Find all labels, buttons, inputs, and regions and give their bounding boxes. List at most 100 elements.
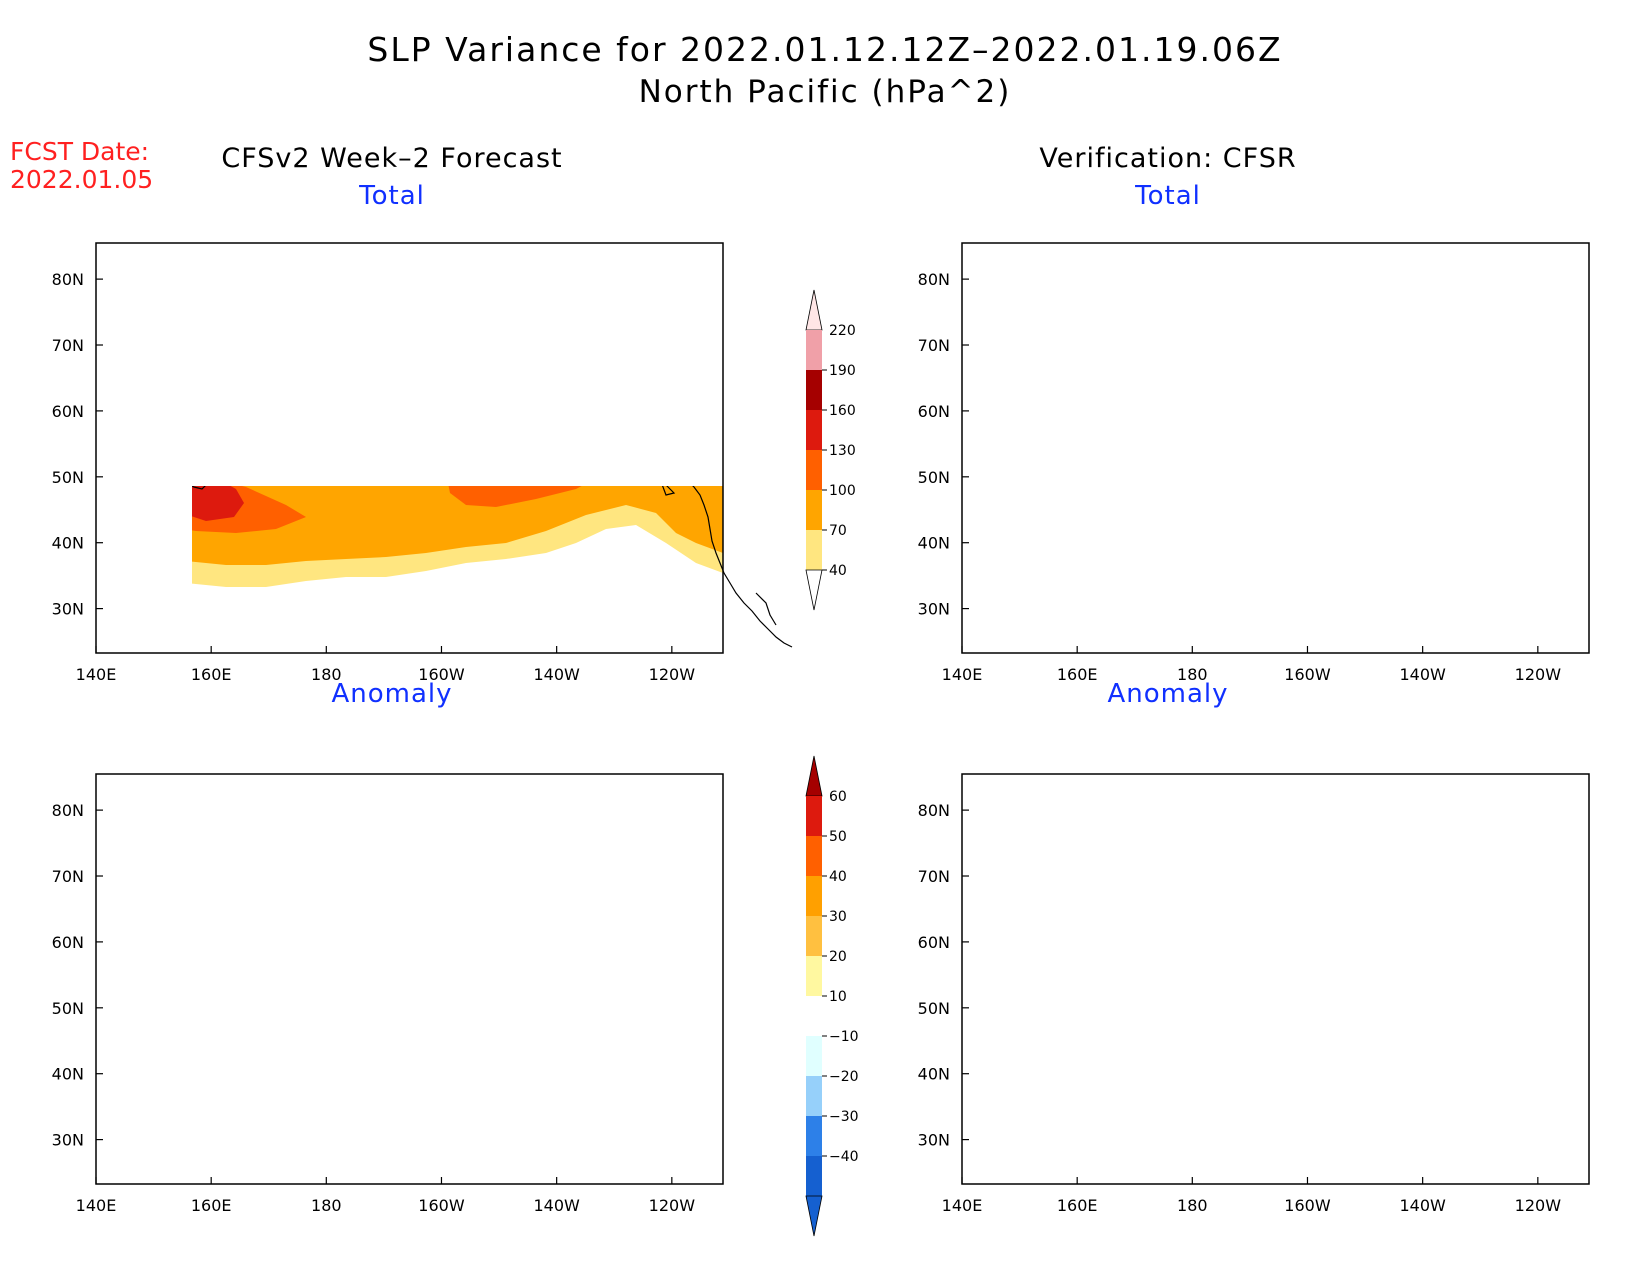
colorbar-top-arrow	[805, 755, 823, 797]
colorbar-label: 20	[829, 949, 847, 965]
lat-tick-label: 50N	[52, 999, 84, 1018]
colorbar-cell	[806, 836, 822, 876]
forecast-date: FCST Date: 2022.01.05	[10, 138, 153, 194]
verification-anomaly-map	[961, 773, 1590, 1185]
verification-column-title: Verification: CFSR	[1039, 143, 1297, 174]
colorbar-label: 190	[829, 363, 856, 379]
colorbar-label: 30	[829, 909, 847, 925]
colorbar-cell	[806, 330, 822, 370]
lon-tick-label: 120W	[649, 665, 696, 684]
lat-tick-label: 60N	[52, 402, 84, 421]
colorbar-cell	[806, 796, 822, 836]
lat-tick-label: 40N	[52, 1065, 84, 1084]
colorbar-cell	[806, 1076, 822, 1116]
forecast-total-title: Total	[359, 181, 425, 211]
lat-tick-label: 80N	[918, 801, 950, 820]
lat-tick-label: 70N	[918, 867, 950, 886]
lon-tick-label: 160E	[1057, 665, 1098, 684]
colorbar-cell	[806, 410, 822, 450]
colorbar-cell	[806, 450, 822, 490]
lat-tick-label: 70N	[52, 336, 84, 355]
lon-tick-label: 120W	[1515, 1196, 1562, 1215]
forecast-total-map	[95, 242, 793, 654]
lat-tick-label: 80N	[918, 270, 950, 289]
lat-tick-label: 60N	[918, 933, 950, 952]
colorbar-label: −20	[829, 1069, 859, 1085]
colorbar-label: −10	[829, 1029, 859, 1045]
colorbar-cell	[806, 370, 822, 410]
lat-tick-label: 30N	[52, 1131, 84, 1150]
lon-tick-label: 140E	[942, 665, 983, 684]
verification-total-title: Total	[1135, 181, 1201, 211]
lat-tick-label: 40N	[918, 1065, 950, 1084]
lat-tick-label: 50N	[918, 999, 950, 1018]
forecast-anomaly-title: Anomaly	[331, 679, 453, 709]
lat-tick-label: 30N	[52, 600, 84, 619]
lat-tick-label: 50N	[918, 468, 950, 487]
lon-tick-label: 120W	[1515, 665, 1562, 684]
colorbar-cell	[806, 996, 822, 1036]
lat-tick-label: 40N	[918, 534, 950, 553]
main-subtitle: North Pacific (hPa^2)	[638, 74, 1012, 110]
forecast-date-label: FCST Date:	[10, 137, 150, 166]
anomaly-colorbar: 50 40 30 20 10 −10 −20 −30 −40	[805, 755, 859, 1237]
colorbar-label: 160	[829, 403, 856, 419]
lon-tick-label: 140E	[76, 1196, 117, 1215]
colorbar-label: 40	[829, 869, 847, 885]
lon-tick-label: 140E	[76, 665, 117, 684]
lon-tick-label: 140W	[533, 1196, 580, 1215]
colorbar-label: 60	[829, 789, 847, 805]
lat-tick-label: 30N	[918, 600, 950, 619]
lat-tick-label: 60N	[52, 933, 84, 952]
colorbar-top-arrow	[805, 289, 823, 331]
lat-tick-label: 50N	[52, 468, 84, 487]
lon-tick-label: 180	[1177, 1196, 1208, 1215]
colorbar-cell	[806, 490, 822, 530]
lat-tick-label: 80N	[52, 801, 84, 820]
colorbar-cell	[806, 916, 822, 956]
forecast-date-value: 2022.01.05	[10, 165, 154, 194]
lon-tick-label: 140W	[533, 665, 580, 684]
forecast-anomaly-map	[95, 773, 724, 1185]
verification-anomaly-title: Anomaly	[1107, 679, 1229, 709]
lon-tick-label: 140E	[942, 1196, 983, 1215]
colorbar-cell	[806, 876, 822, 916]
colorbar-cell	[806, 1116, 822, 1156]
colorbar-label: 100	[829, 483, 856, 499]
colorbar-cell	[806, 1036, 822, 1076]
lon-tick-label: 140W	[1399, 1196, 1446, 1215]
lat-tick-label: 80N	[52, 270, 84, 289]
colorbar-label: −40	[829, 1149, 859, 1165]
colorbar-label: 220	[829, 323, 856, 339]
lat-tick-label: 40N	[52, 534, 84, 553]
lat-tick-label: 60N	[918, 402, 950, 421]
lat-tick-label: 70N	[52, 867, 84, 886]
total-colorbar: 190 160 130 100 70 40	[805, 289, 856, 611]
lon-tick-label: 180	[311, 665, 342, 684]
lon-tick-label: 120W	[649, 1196, 696, 1215]
main-title: SLP Variance for 2022.01.12.12Z–2022.01.…	[367, 30, 1283, 69]
lat-tick-label: 30N	[918, 1131, 950, 1150]
colorbar-label: 10	[829, 989, 847, 1005]
lon-tick-label: 160W	[1284, 665, 1331, 684]
colorbar-cell	[806, 530, 822, 570]
verification-total-map	[961, 242, 1590, 654]
lon-tick-label: 160W	[418, 1196, 465, 1215]
lon-tick-label: 180	[311, 1196, 342, 1215]
forecast-column-title: CFSv2 Week–2 Forecast	[221, 143, 563, 174]
colorbar-label: 50	[829, 829, 847, 845]
lon-tick-label: 180	[1177, 665, 1208, 684]
colorbar-cell	[806, 956, 822, 996]
lon-tick-label: 160E	[1057, 1196, 1098, 1215]
colorbar-label: 70	[829, 523, 847, 539]
lon-tick-label: 160W	[1284, 1196, 1331, 1215]
lon-tick-label: 160E	[191, 1196, 232, 1215]
colorbar-cell	[806, 1156, 822, 1196]
lon-tick-label: 160E	[191, 665, 232, 684]
colorbar-label: 40	[829, 563, 847, 579]
lat-tick-label: 70N	[918, 336, 950, 355]
colorbar-label: −30	[829, 1109, 859, 1125]
lon-tick-label: 140W	[1399, 665, 1446, 684]
colorbar-label: 130	[829, 443, 856, 459]
